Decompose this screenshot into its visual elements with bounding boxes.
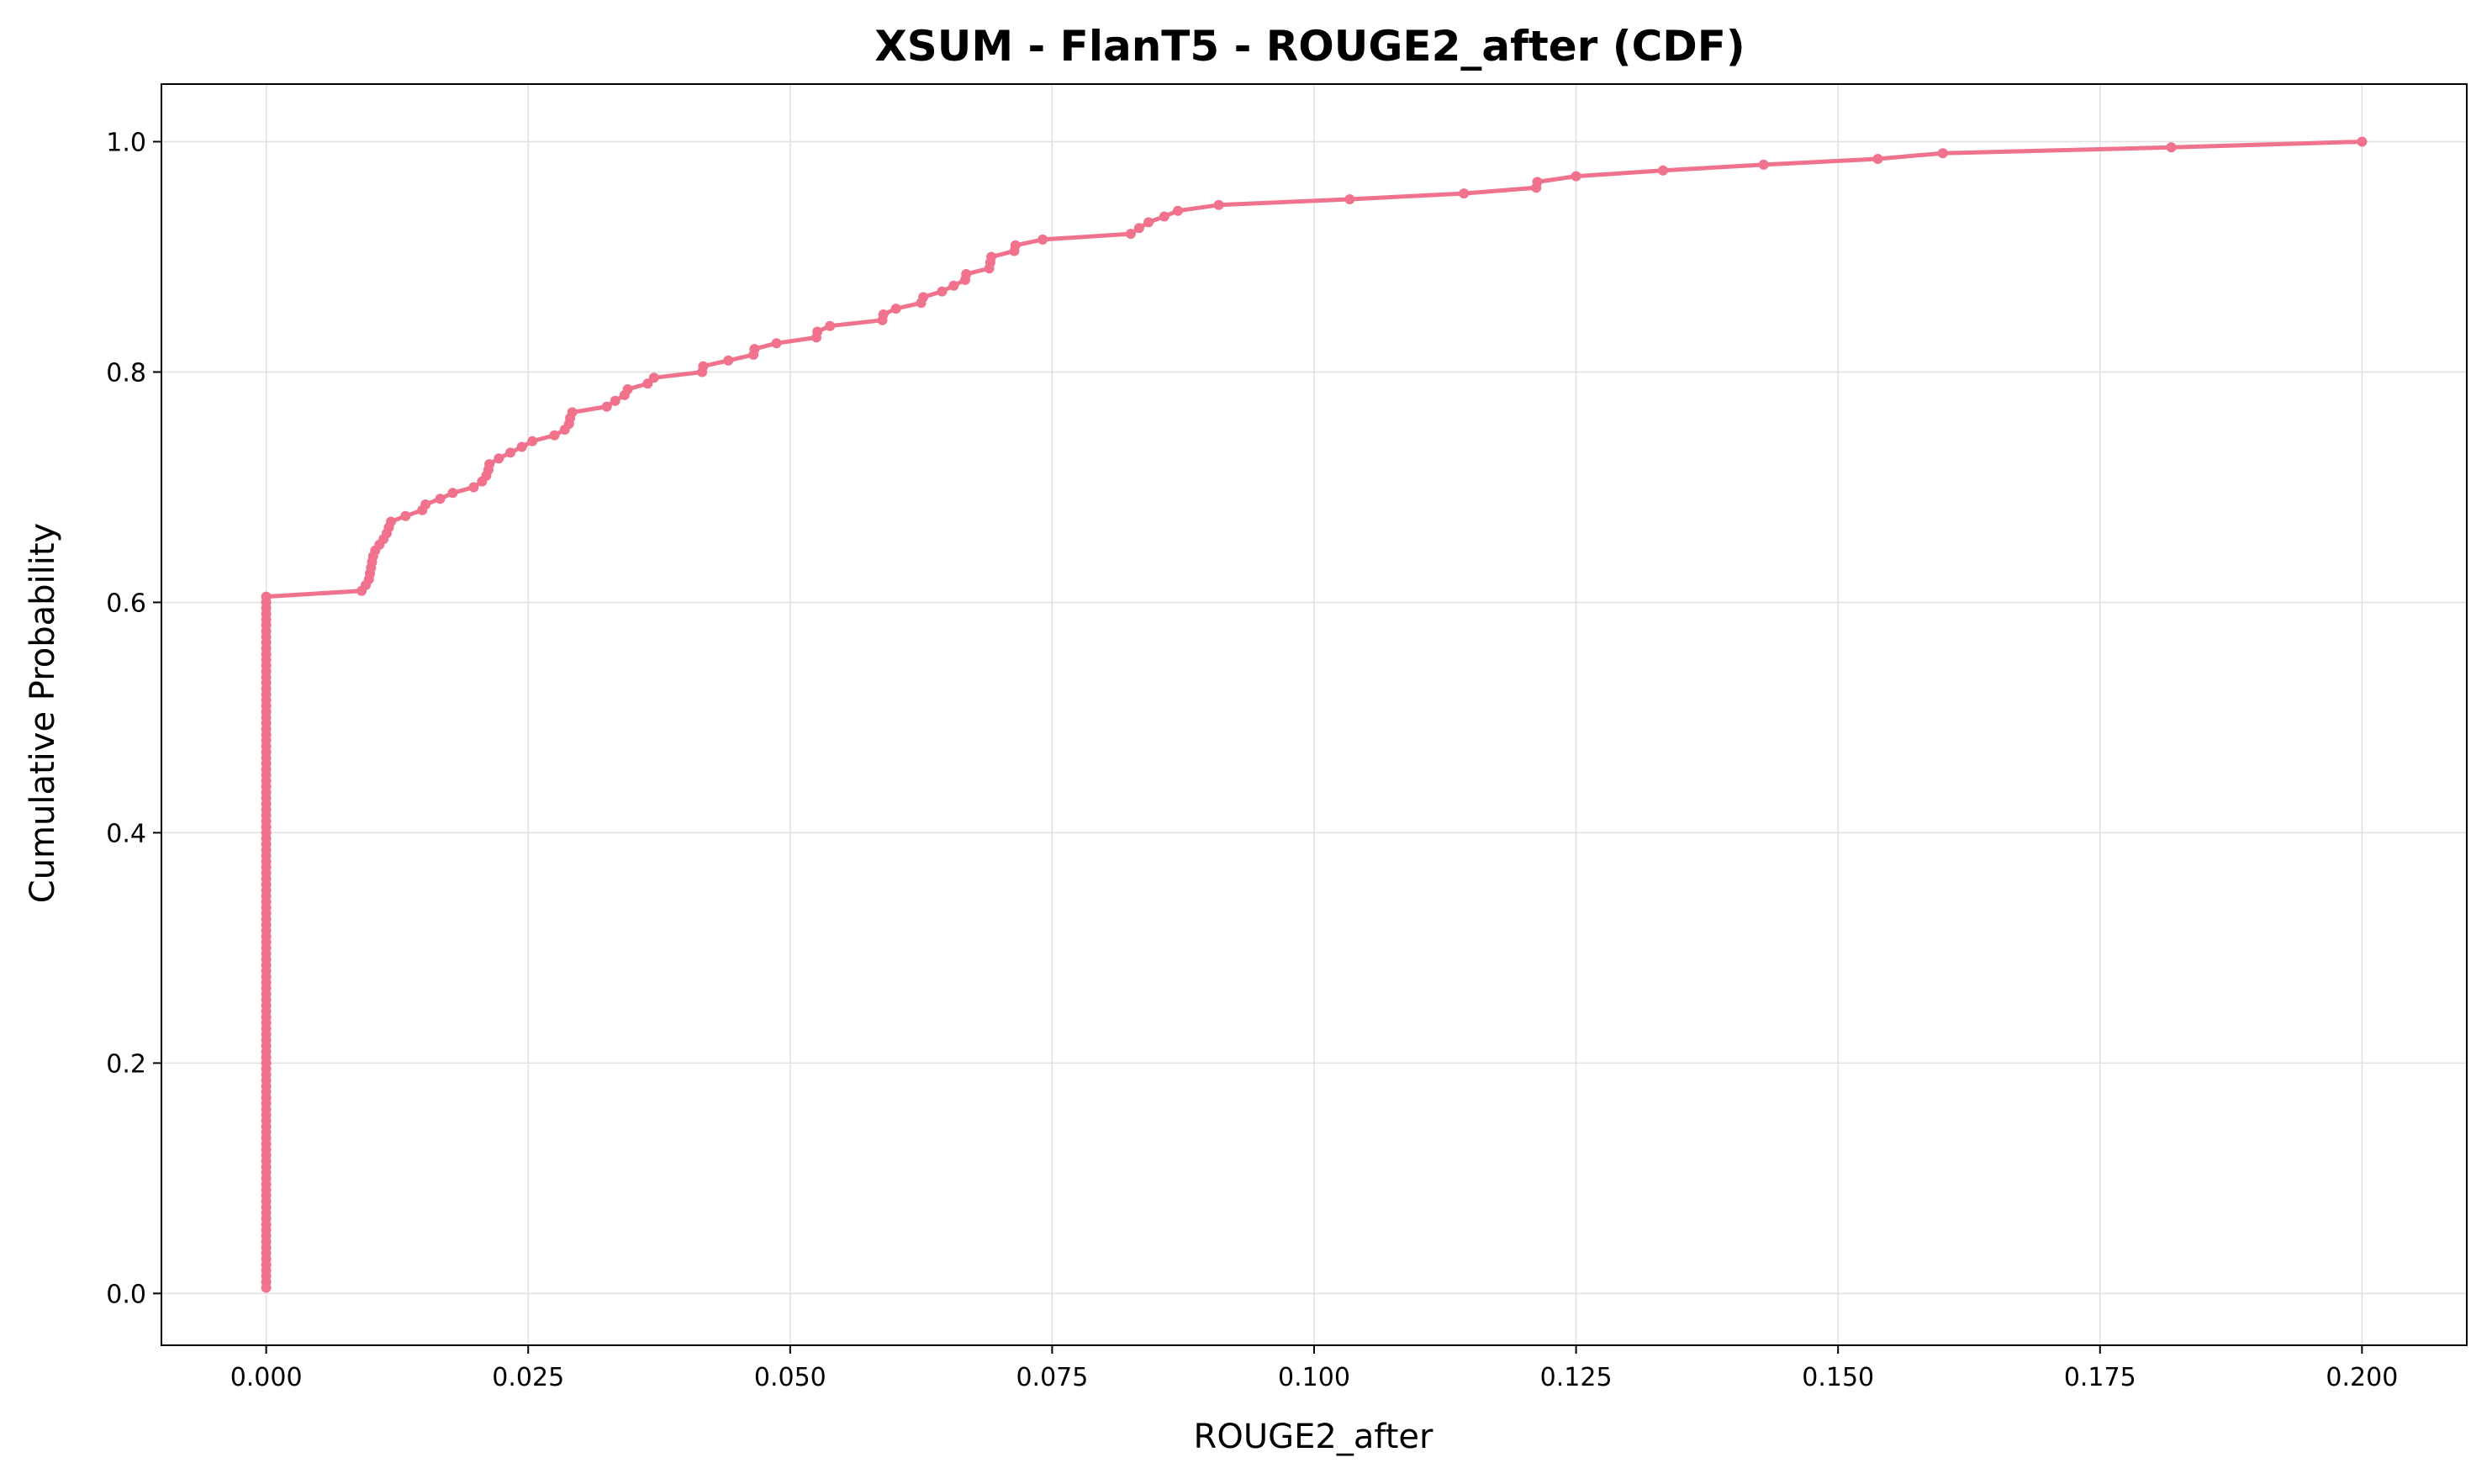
cdf-data-point (527, 436, 538, 446)
x-tick-label: 0.000 (230, 1363, 303, 1392)
x-tick-label: 0.175 (2064, 1363, 2136, 1392)
cdf-data-point (1872, 154, 1883, 164)
cdf-data-point (648, 372, 659, 383)
cdf-data-point (601, 401, 612, 412)
cdf-data-point (812, 326, 823, 337)
cdf-data-point (2357, 136, 2368, 147)
cdf-data-point (2166, 142, 2177, 153)
grid-lines (161, 84, 2467, 1345)
x-tick-label: 0.025 (492, 1363, 564, 1392)
cdf-data-point (420, 499, 431, 510)
x-tick-label: 0.200 (2326, 1363, 2398, 1392)
y-tick-label: 0.4 (106, 819, 146, 848)
cdf-data-point (1037, 234, 1048, 245)
y-tick-label: 0.6 (106, 589, 146, 618)
cdf-data-point (1658, 165, 1668, 176)
cdf-data-point (749, 344, 760, 355)
cdf-data-point (468, 482, 479, 493)
cdf-data-point (610, 395, 620, 406)
cdf-data-point (698, 361, 709, 372)
x-tick-label: 0.100 (1278, 1363, 1350, 1392)
cdf-data-point (918, 292, 929, 303)
cdf-data-point (1173, 205, 1183, 216)
y-tick-label: 0.0 (106, 1280, 146, 1309)
y-tick-label: 0.8 (106, 358, 146, 388)
y-axis-label: Cumulative Probability (24, 523, 62, 903)
cdf-data-point (1213, 199, 1224, 210)
x-axis-label: ROUGE2_after (1194, 1418, 1433, 1456)
cdf-data-point (825, 320, 836, 331)
x-tick-label: 0.075 (1016, 1363, 1088, 1392)
cdf-data-point (386, 516, 396, 527)
cdf-data-point (261, 591, 272, 602)
cdf-data-point (890, 304, 901, 314)
cdf-data-point (937, 286, 948, 297)
cdf-data-point (505, 447, 515, 458)
cdf-data-point (1532, 177, 1543, 187)
cdf-data-point (447, 488, 458, 499)
cdf-data-point (771, 338, 782, 349)
chart-title: XSUM - FlanT5 - ROUGE2_after (CDF) (874, 22, 1745, 71)
cdf-data-point (435, 494, 446, 504)
cdf-data-point (567, 407, 578, 418)
axis-ticks: 0.000 0.025 0.050 0.075 0.100 0.125 0.150 0.175… (106, 128, 2398, 1392)
cdf-data-point (1344, 194, 1355, 204)
cdf-data-point (1010, 240, 1021, 251)
cdf-data-point (961, 269, 972, 279)
cdf-data-point (1143, 217, 1154, 228)
cdf-data-point (1571, 171, 1581, 182)
cdf-data-point (1125, 229, 1136, 240)
cdf-data-point (1459, 188, 1470, 199)
cdf-data-point (1159, 211, 1169, 222)
cdf-data-point (948, 280, 959, 291)
y-tick-label: 1.0 (106, 128, 146, 157)
cdf-data-point (516, 441, 527, 452)
cdf-data-point (986, 251, 997, 262)
cdf-data-point (400, 510, 411, 521)
cdf-data-point (878, 309, 889, 320)
cdf-data-point (484, 459, 495, 470)
plot-data (261, 136, 2368, 1293)
cdf-data-point (622, 384, 633, 394)
x-tick-label: 0.050 (754, 1363, 826, 1392)
cdf-data-point (723, 355, 734, 366)
cdf-data-point (494, 453, 504, 464)
cdf-data-point (1758, 159, 1769, 170)
cdf-data-point (1937, 148, 1948, 159)
x-tick-label: 0.150 (1802, 1363, 1874, 1392)
cdf-data-point (549, 430, 560, 441)
x-tick-label: 0.125 (1540, 1363, 1613, 1392)
cdf-data-point (1133, 223, 1144, 234)
y-tick-label: 0.2 (106, 1049, 146, 1079)
